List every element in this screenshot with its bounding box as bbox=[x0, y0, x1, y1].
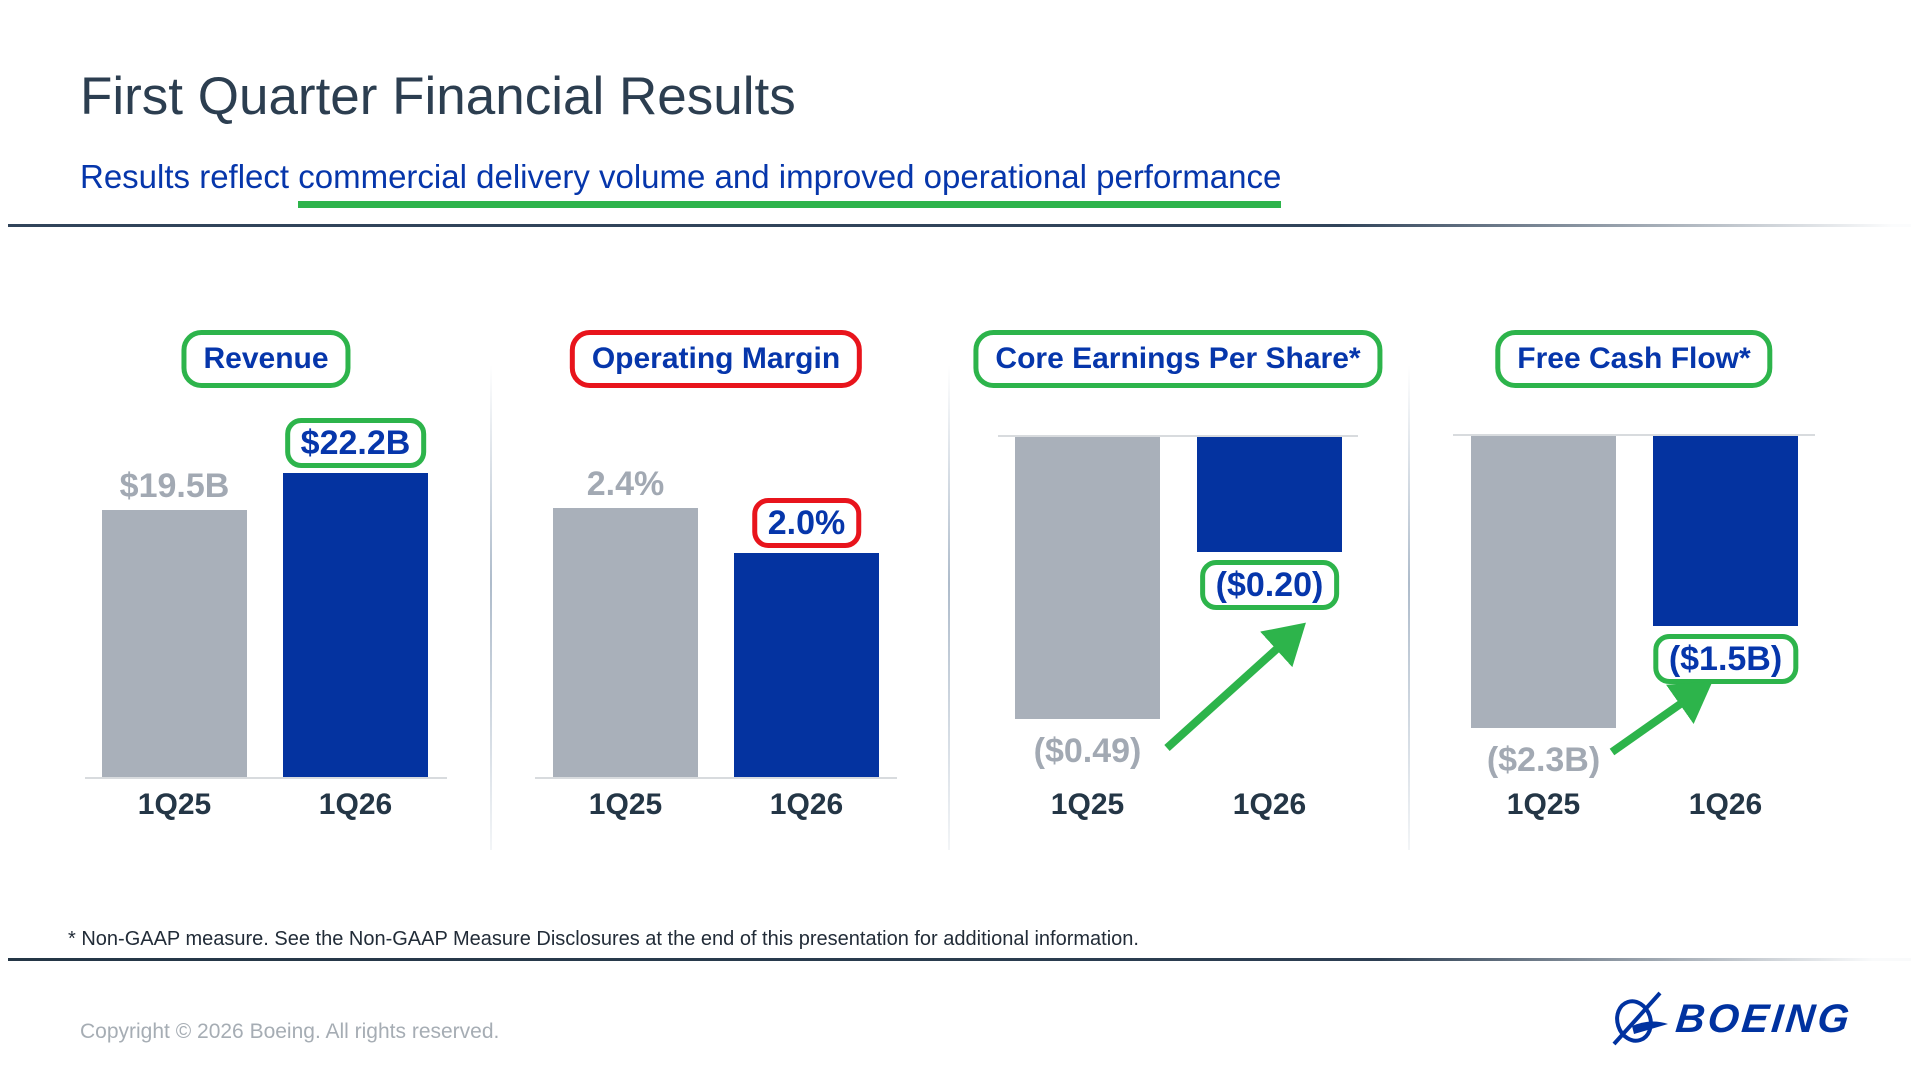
chart-title-revenue: Revenue bbox=[181, 330, 351, 388]
chart-title-core-earnings-per-share: Core Earnings Per Share* bbox=[973, 330, 1383, 388]
category-label-operating-margin-1q25: 1Q25 bbox=[588, 788, 663, 821]
bar-core-earnings-per-share-1q26 bbox=[1197, 437, 1342, 552]
bar-operating-margin-1q25 bbox=[553, 508, 698, 777]
category-label-revenue-1q26: 1Q26 bbox=[318, 788, 393, 821]
bar-operating-margin-1q26 bbox=[734, 553, 879, 777]
subtitle-prefix: Results reflect bbox=[80, 158, 299, 195]
value-label-operating-margin-1q25: 2.4% bbox=[586, 465, 665, 503]
category-label-free-cash-flow-1q25: 1Q25 bbox=[1506, 788, 1581, 821]
axis-baseline-revenue bbox=[85, 777, 447, 779]
chart-title-operating-margin: Operating Margin bbox=[569, 330, 863, 388]
improvement-arrow-icon-core-earnings-per-share bbox=[1164, 622, 1306, 751]
bar-free-cash-flow-1q25 bbox=[1471, 436, 1616, 728]
bar-revenue-1q25 bbox=[102, 510, 247, 777]
subtitle: Results reflect commercial delivery volu… bbox=[80, 158, 1282, 208]
category-label-revenue-1q25: 1Q25 bbox=[137, 788, 212, 821]
value-label-free-cash-flow-1q25: ($2.3B) bbox=[1486, 741, 1601, 779]
footer-divider bbox=[8, 958, 1911, 961]
page-title: First Quarter Financial Results bbox=[80, 67, 796, 126]
panel-divider-3 bbox=[1408, 365, 1410, 850]
axis-baseline-free-cash-flow bbox=[1453, 434, 1815, 436]
boeing-symbol-icon bbox=[1612, 991, 1668, 1046]
value-label-revenue-1q26: $22.2B bbox=[284, 418, 427, 468]
value-label-core-earnings-per-share-1q25: ($0.49) bbox=[1033, 732, 1142, 770]
improvement-arrow-icon-free-cash-flow bbox=[1609, 681, 1713, 756]
bar-revenue-1q26 bbox=[283, 473, 428, 777]
boeing-logo: BOEING bbox=[1608, 988, 1855, 1050]
footnote: * Non-GAAP measure. See the Non-GAAP Mea… bbox=[68, 928, 1139, 950]
copyright: Copyright © 2026 Boeing. All rights rese… bbox=[80, 1020, 500, 1043]
value-label-operating-margin-1q26: 2.0% bbox=[751, 498, 862, 548]
axis-baseline-core-earnings-per-share bbox=[998, 435, 1358, 437]
header-divider bbox=[8, 224, 1911, 227]
value-label-free-cash-flow-1q26: ($1.5B) bbox=[1652, 634, 1799, 684]
category-label-free-cash-flow-1q26: 1Q26 bbox=[1688, 788, 1763, 821]
axis-baseline-operating-margin bbox=[535, 777, 897, 779]
category-label-core-earnings-per-share-1q26: 1Q26 bbox=[1232, 788, 1307, 821]
bar-free-cash-flow-1q26 bbox=[1653, 436, 1798, 626]
boeing-logo-text: BOEING bbox=[1673, 996, 1855, 1041]
subtitle-underlined-text: commercial delivery volume and improved … bbox=[298, 158, 1282, 208]
category-label-operating-margin-1q26: 1Q26 bbox=[769, 788, 844, 821]
chart-title-free-cash-flow: Free Cash Flow* bbox=[1495, 330, 1773, 388]
panel-divider-1 bbox=[490, 365, 492, 850]
value-label-core-earnings-per-share-1q26: ($0.20) bbox=[1199, 560, 1340, 610]
bar-core-earnings-per-share-1q25 bbox=[1015, 437, 1160, 719]
panel-divider-2 bbox=[948, 365, 950, 850]
value-label-revenue-1q25: $19.5B bbox=[119, 467, 230, 505]
category-label-core-earnings-per-share-1q25: 1Q25 bbox=[1050, 788, 1125, 821]
